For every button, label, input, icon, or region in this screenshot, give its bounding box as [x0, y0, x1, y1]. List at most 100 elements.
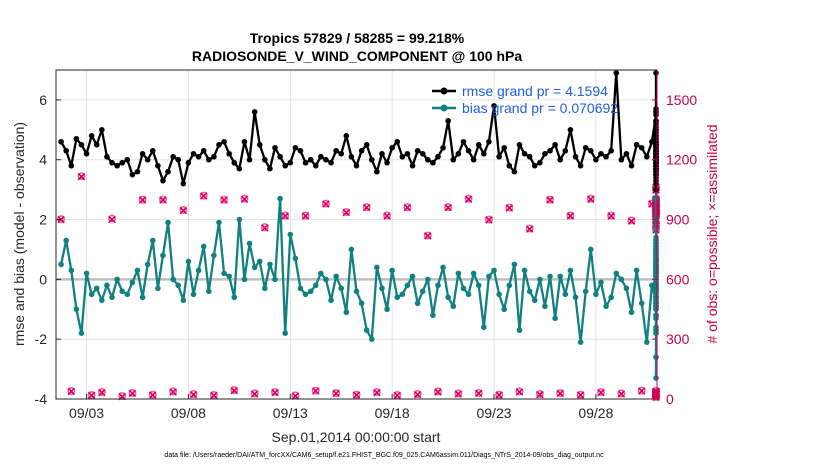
bias-point	[88, 291, 95, 298]
obs-assimilated-point	[159, 196, 167, 204]
rmse-point	[653, 165, 659, 172]
bias-point	[557, 273, 564, 280]
rmse-point	[119, 159, 126, 166]
bias-point	[292, 255, 299, 262]
bias-point	[653, 288, 659, 295]
obs-assimilated-point	[261, 224, 269, 232]
obs-possible-point	[311, 386, 320, 395]
rmse-point	[653, 118, 659, 124]
obs-possible-point	[515, 387, 524, 396]
obs-possible-point	[271, 388, 280, 397]
x-tick-label: 09/08	[171, 405, 206, 421]
rmse-point	[216, 141, 222, 148]
rmse-point	[368, 156, 375, 163]
obs-assimilated-point	[413, 390, 422, 399]
obs-possible-point	[67, 387, 76, 396]
rmse-point	[593, 156, 599, 163]
x-axis-ticks: 09/03 09/08 09/13 09/18 09/23 09/28	[69, 394, 614, 421]
rmse-point	[404, 150, 411, 157]
rmse-point	[180, 180, 187, 187]
bias-point	[323, 276, 329, 283]
rmse-point	[653, 109, 659, 115]
rmse-point	[653, 70, 659, 76]
bias-point	[139, 294, 146, 301]
rmse-point	[205, 156, 212, 163]
obs-assimilated-point	[403, 203, 412, 212]
bias-point	[231, 294, 238, 301]
bias-point	[155, 285, 161, 292]
bias-point	[246, 240, 253, 247]
rmse-point	[582, 144, 589, 151]
rmse-point	[134, 168, 141, 175]
rmse-point	[399, 153, 406, 160]
bias-point	[623, 285, 630, 292]
legend-bias-label: bias grand pr = 0.070692	[462, 100, 618, 116]
obs-assimilated-point	[587, 195, 595, 203]
bias-point	[653, 327, 659, 334]
obs-possible-point	[260, 223, 269, 232]
rmse-point	[440, 144, 446, 151]
obs-assimilated-point	[637, 387, 646, 395]
y-tick-label: -4	[35, 391, 48, 407]
rmse-point	[124, 156, 131, 163]
obs-assimilated-point	[515, 388, 524, 396]
bias-point	[277, 195, 283, 202]
obs-possible-point	[220, 195, 229, 204]
rmse-point	[353, 162, 360, 169]
obs-possible-point	[189, 390, 198, 399]
rmse-point	[267, 165, 273, 172]
rmse-point	[78, 141, 85, 148]
obs-possible-point	[332, 389, 341, 398]
bias-point	[587, 246, 594, 253]
bias-point	[389, 267, 395, 274]
obs-possible-point	[454, 389, 463, 398]
rmse-point	[653, 180, 659, 187]
rmse-point	[241, 138, 248, 145]
obs-assimilated-point	[322, 200, 330, 208]
rmse-point	[160, 177, 166, 184]
rmse-point	[470, 156, 477, 163]
rmse-point	[272, 144, 278, 151]
bias-point	[613, 270, 620, 277]
rmse-point	[287, 159, 294, 166]
chart-title: Tropics 57829 / 58285 = 99.218%	[250, 30, 465, 46]
rmse-point	[425, 156, 431, 163]
rmse-point	[63, 147, 69, 154]
y-tick-label: -2	[35, 331, 48, 347]
obs-assimilated-point	[87, 391, 96, 400]
rmse-point	[435, 153, 441, 160]
rmse-point	[221, 138, 227, 145]
bias-point	[526, 288, 533, 295]
bias-point	[328, 297, 334, 304]
rmse-point	[139, 150, 146, 157]
rmse-point	[58, 138, 64, 145]
obs-possible-point	[148, 390, 157, 399]
bias-point	[353, 288, 360, 295]
rmse-point	[374, 168, 380, 175]
rmse-point	[165, 168, 171, 175]
obs-possible-point	[230, 386, 239, 395]
bias-point	[593, 291, 599, 298]
obs-possible-point	[158, 195, 167, 204]
obs-possible-point	[199, 191, 208, 200]
rmse-point	[363, 141, 370, 148]
obs-possible-point	[484, 215, 493, 224]
rmse-point	[114, 162, 120, 169]
obs-assimilated-point	[536, 390, 544, 399]
obs-assimilated-point	[652, 393, 660, 402]
rmse-point	[633, 141, 640, 148]
bias-point	[414, 300, 421, 307]
bias-point	[537, 276, 543, 283]
obs-assimilated-point	[485, 216, 493, 224]
bias-point	[409, 273, 416, 280]
obs-assimilated-point	[138, 196, 147, 204]
bias-point	[78, 330, 85, 337]
obs-assimilated-point	[652, 391, 660, 400]
bias-point	[501, 306, 508, 313]
rmse-point	[638, 144, 645, 151]
obs-possible-point	[556, 389, 565, 398]
rmse-point	[292, 144, 299, 151]
bias-point	[73, 306, 80, 313]
rmse-point	[129, 171, 136, 178]
rmse-point	[170, 153, 176, 160]
